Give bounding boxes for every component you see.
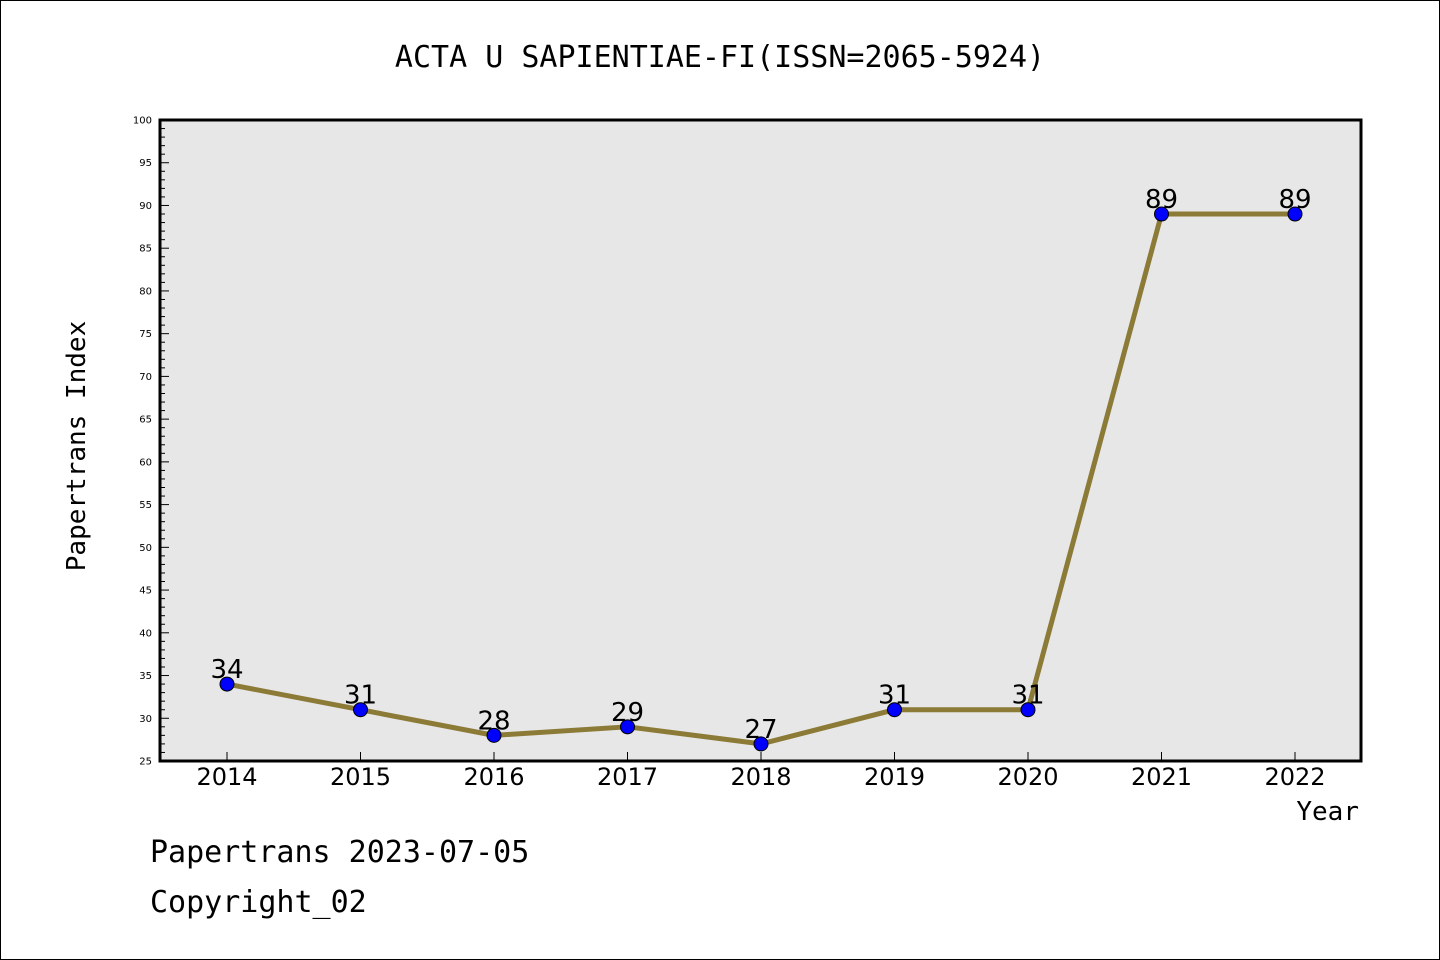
y-tick-label: 35 (139, 671, 152, 682)
x-tick-label: 2016 (463, 763, 524, 791)
data-points (219, 206, 1303, 752)
y-tick-label: 55 (139, 500, 152, 511)
data-point (486, 727, 502, 743)
y-tick-label: 65 (139, 415, 152, 426)
data-point (887, 702, 902, 718)
y-tick-label: 70 (139, 372, 152, 383)
data-label: 31 (344, 681, 377, 711)
data-label: 28 (477, 706, 510, 736)
y-tick-label: 100 (133, 116, 152, 127)
y-axis-label: Papertrans Index (62, 321, 92, 571)
y-tick-label: 90 (139, 201, 152, 212)
x-tick-label: 2021 (1131, 763, 1192, 791)
y-tick-label: 30 (139, 714, 152, 725)
data-point (1287, 206, 1303, 222)
y-tick-label: 50 (139, 543, 152, 554)
y-tick-label: 95 (139, 158, 152, 169)
y-tick-label: 40 (139, 628, 152, 639)
x-axis-label: Year (1296, 797, 1359, 827)
data-point (620, 719, 635, 735)
y-tick-label: 85 (139, 244, 152, 255)
data-point (1020, 702, 1036, 718)
y-tick-label: 25 (139, 757, 152, 768)
y-tick-label: 45 (139, 586, 152, 597)
y-tick-label: 75 (139, 329, 152, 340)
x-tick-label: 2020 (997, 763, 1058, 791)
data-label: 89 (1145, 185, 1178, 215)
data-label: 27 (744, 715, 777, 745)
x-tick-label: 2022 (1264, 763, 1325, 791)
data-point (219, 676, 235, 692)
data-label: 89 (1278, 185, 1311, 215)
plot-area (158, 118, 1363, 763)
x-tick-label: 2018 (730, 763, 791, 791)
data-label: 29 (611, 698, 644, 728)
chart-title: ACTA U SAPIENTIAE-FI(ISSN=2065-5924) (395, 40, 1045, 75)
x-tick-label: 2015 (330, 763, 391, 791)
y-tick-label: 60 (139, 457, 152, 468)
footer-date: Papertrans 2023-07-05 (150, 835, 530, 870)
y-axis: 25 30 35 40 45 50 55 60 65 70 75 80 85 90 95 100 (133, 116, 169, 768)
data-label: 34 (210, 655, 243, 685)
data-label: 31 (1011, 681, 1044, 711)
y-tick-label: 80 (139, 286, 152, 297)
footer-copyright: Copyright_02 (150, 885, 367, 920)
data-point (1154, 206, 1169, 222)
data-labels: 34 31 28 29 27 31 31 89 89 (210, 185, 1311, 745)
x-axis: 2014 2015 2016 2017 2018 2019 2020 2021 2022 (196, 752, 1326, 791)
x-tick-label: 2017 (597, 763, 658, 791)
data-point (353, 702, 368, 718)
data-point (753, 736, 769, 752)
x-tick-label: 2014 (196, 763, 257, 791)
data-label: 31 (878, 681, 911, 711)
x-tick-label: 2019 (864, 763, 925, 791)
